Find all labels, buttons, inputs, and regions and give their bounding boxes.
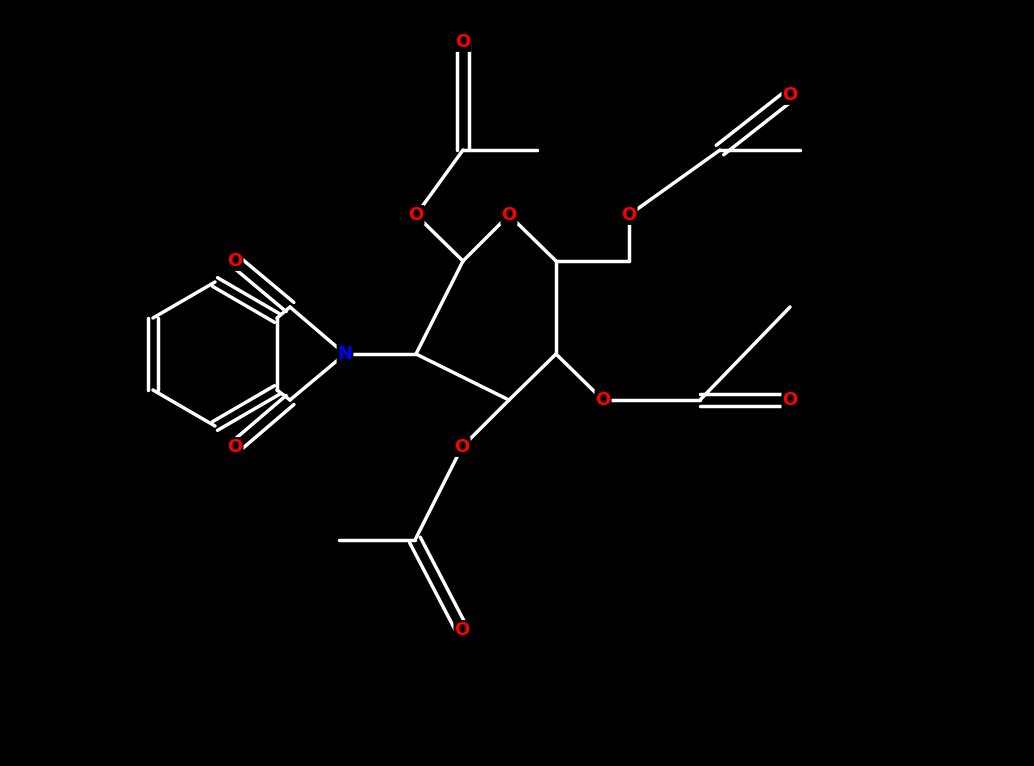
Text: N: N — [337, 345, 353, 363]
Text: O: O — [596, 391, 611, 409]
Text: O: O — [227, 252, 243, 270]
Text: O: O — [783, 391, 797, 409]
Text: O: O — [621, 206, 637, 224]
Text: O: O — [455, 33, 470, 51]
Text: O: O — [227, 438, 243, 456]
Text: O: O — [783, 86, 797, 104]
Text: O: O — [501, 206, 517, 224]
Text: O: O — [454, 621, 469, 639]
Text: O: O — [408, 206, 424, 224]
Text: O: O — [454, 438, 469, 456]
